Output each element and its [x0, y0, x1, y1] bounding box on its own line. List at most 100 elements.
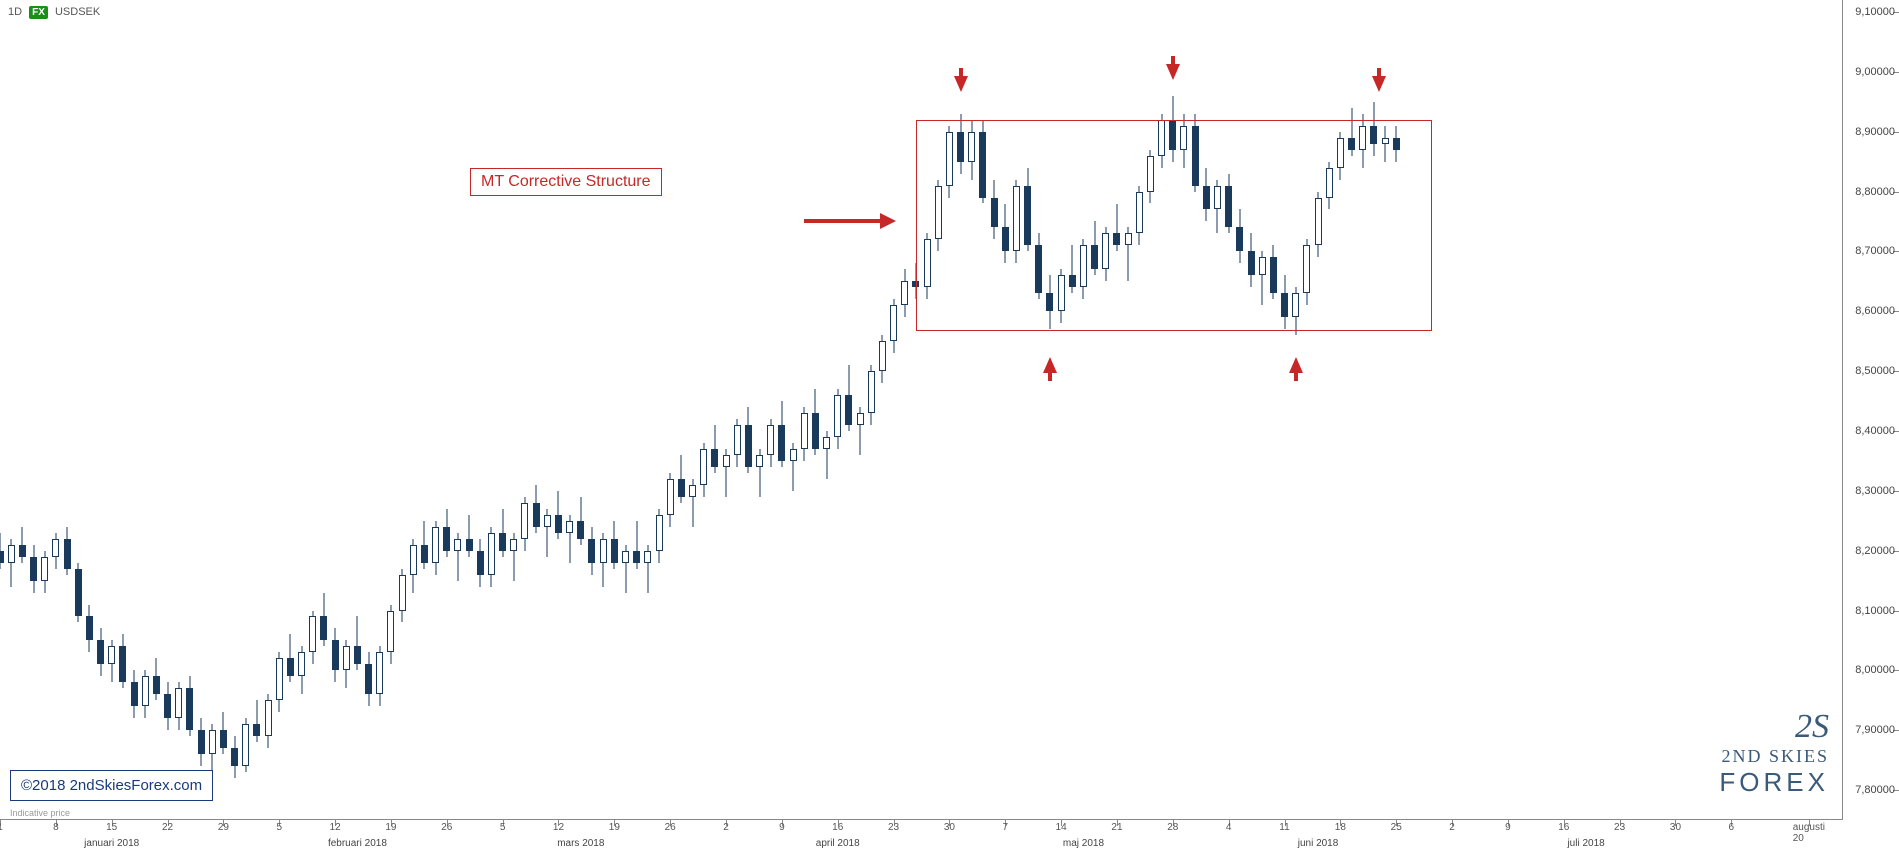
candle[interactable] [97, 628, 104, 676]
candle[interactable] [332, 628, 339, 682]
candle[interactable] [309, 611, 316, 665]
candle[interactable] [421, 521, 428, 569]
candle[interactable] [1382, 126, 1389, 162]
candle[interactable] [108, 640, 115, 682]
candle[interactable] [656, 509, 663, 563]
candle[interactable] [555, 491, 562, 539]
candle[interactable] [901, 269, 908, 317]
candle[interactable] [689, 479, 696, 527]
candle[interactable] [946, 126, 953, 198]
candle[interactable] [533, 485, 540, 533]
candle[interactable] [979, 120, 986, 204]
candle[interactable] [443, 509, 450, 557]
candle[interactable] [667, 473, 674, 527]
candle[interactable] [19, 527, 26, 563]
candle[interactable] [477, 539, 484, 587]
candle[interactable] [510, 533, 517, 581]
candle[interactable] [868, 365, 875, 425]
candle[interactable] [622, 545, 629, 593]
candle[interactable] [611, 521, 618, 569]
candle[interactable] [1203, 168, 1210, 222]
candle[interactable] [343, 640, 350, 688]
candle[interactable] [1337, 132, 1344, 180]
candle[interactable] [198, 718, 205, 766]
candle[interactable] [857, 407, 864, 455]
candle[interactable] [778, 401, 785, 467]
candle[interactable] [957, 114, 964, 174]
candle[interactable] [991, 180, 998, 240]
candle[interactable] [935, 180, 942, 252]
candle[interactable] [1069, 245, 1076, 293]
candle[interactable] [1058, 269, 1065, 323]
candle[interactable] [466, 515, 473, 557]
candle[interactable] [1013, 180, 1020, 264]
candle[interactable] [1281, 275, 1288, 329]
candle[interactable] [231, 736, 238, 778]
candle[interactable] [1035, 233, 1042, 299]
candle[interactable] [320, 593, 327, 647]
candle[interactable] [1236, 209, 1243, 263]
candle[interactable] [41, 551, 48, 593]
candle[interactable] [209, 724, 216, 772]
candle[interactable] [801, 407, 808, 461]
candle[interactable] [1102, 227, 1109, 281]
candle[interactable] [1225, 174, 1232, 234]
candle[interactable] [298, 646, 305, 694]
candle[interactable] [1348, 108, 1355, 156]
candle[interactable] [1259, 251, 1266, 305]
candle[interactable] [1370, 102, 1377, 156]
candle[interactable] [1326, 162, 1333, 210]
chart-container[interactable]: 1D FX USDSEK 7,800007,900008,000008,1000… [0, 0, 1899, 858]
candle[interactable] [968, 120, 975, 180]
candle[interactable] [1292, 287, 1299, 335]
candle[interactable] [1158, 114, 1165, 168]
candle[interactable] [1002, 204, 1009, 264]
candle[interactable] [1248, 233, 1255, 287]
candle[interactable] [845, 365, 852, 431]
candle[interactable] [488, 527, 495, 587]
candle[interactable] [75, 563, 82, 623]
candle[interactable] [175, 682, 182, 730]
candle[interactable] [399, 569, 406, 623]
candle[interactable] [253, 700, 260, 742]
candle[interactable] [1180, 114, 1187, 168]
candle[interactable] [566, 515, 573, 563]
candle[interactable] [1393, 126, 1400, 162]
candle[interactable] [644, 545, 651, 593]
candle[interactable] [131, 670, 138, 718]
candle[interactable] [521, 497, 528, 551]
candle[interactable] [600, 533, 607, 587]
candle[interactable] [387, 605, 394, 665]
candle[interactable] [1303, 239, 1310, 305]
candle[interactable] [700, 443, 707, 497]
candlestick-plot[interactable] [0, 0, 1843, 820]
candle[interactable] [354, 616, 361, 670]
candle[interactable] [86, 605, 93, 653]
candle[interactable] [544, 509, 551, 557]
candle[interactable] [1024, 168, 1031, 252]
candle[interactable] [220, 712, 227, 754]
candle[interactable] [265, 694, 272, 748]
candle[interactable] [1192, 114, 1199, 192]
candle[interactable] [1359, 114, 1366, 168]
candle[interactable] [834, 389, 841, 449]
candle[interactable] [499, 509, 506, 557]
candle[interactable] [1080, 239, 1087, 299]
candle[interactable] [678, 455, 685, 503]
candle[interactable] [119, 634, 126, 688]
candle[interactable] [1169, 96, 1176, 162]
candle[interactable] [365, 652, 372, 706]
candle[interactable] [745, 407, 752, 473]
candle[interactable] [879, 335, 886, 383]
candle[interactable] [734, 419, 741, 467]
candle[interactable] [287, 634, 294, 682]
candle[interactable] [30, 545, 37, 593]
candle[interactable] [756, 449, 763, 497]
candle[interactable] [142, 670, 149, 718]
candle[interactable] [0, 533, 4, 569]
candle[interactable] [1315, 192, 1322, 258]
candle[interactable] [588, 527, 595, 575]
candle[interactable] [890, 299, 897, 353]
candle[interactable] [912, 263, 919, 299]
candle[interactable] [812, 389, 819, 455]
